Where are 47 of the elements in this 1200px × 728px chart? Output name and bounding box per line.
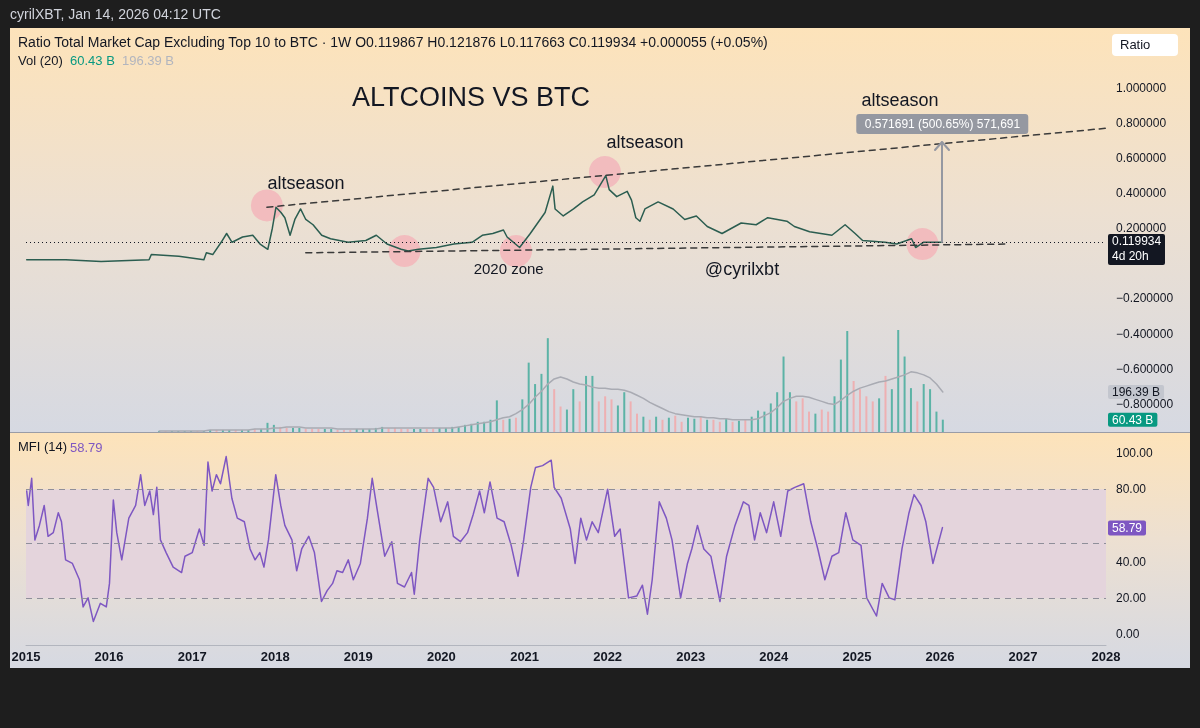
x-tick-label: 2025 — [842, 649, 872, 664]
y-tick-label: 196.39 B — [1112, 384, 1161, 399]
x-tick-label: 2024 — [759, 649, 789, 664]
y-tick-label: 40.00 — [1116, 554, 1147, 569]
y-tick-label: 0.400000 — [1116, 186, 1167, 201]
y-tick-label: 0.00 — [1116, 627, 1140, 642]
x-tick-label: 2015 — [11, 649, 41, 664]
x-tick-label: 2027 — [1008, 649, 1038, 664]
x-tick-label: 2022 — [593, 649, 623, 664]
y-tick-label: 80.00 — [1116, 482, 1147, 497]
x-tick-label: 2019 — [343, 649, 373, 664]
y-tick-label: −0.200000 — [1116, 291, 1174, 306]
text: 58.79 — [1108, 520, 1147, 536]
ref-line-label: 0.119934 4d 20h — [1108, 234, 1166, 266]
annotation: Vol (20) — [18, 53, 63, 68]
text: ALTCOINS VS BTC — [352, 81, 591, 112]
x-tick-label: 2017 — [177, 649, 207, 664]
annotation: 0.571691 (500.65%) 571,691 — [856, 114, 1029, 135]
x-tick-label: 2020 — [426, 649, 456, 664]
y-tick-label: 20.00 — [1116, 590, 1147, 605]
chart-subtitle: Ratio Total Market Cap Excluding Top 10 to BTC · 1W O0.119867 H0.121876 L0.117663 C0.119934 +0.000055 (+0.05%) — [18, 34, 768, 50]
x-tick-label: 2018 — [260, 649, 290, 664]
y-tick-label: 100.00 — [1116, 445, 1154, 460]
y-tick-label: −0.800000 — [1116, 396, 1174, 411]
y-tick-label: 60.43 B — [1112, 412, 1154, 427]
x-tick-label: 2026 — [925, 649, 955, 664]
annotation: altseason — [606, 132, 684, 154]
y-tick-label: −0.600000 — [1116, 361, 1174, 376]
y-tick-label: 0.200000 — [1116, 221, 1167, 236]
x-tick-label: 2016 — [94, 649, 124, 664]
y-tick-label: 0.800000 — [1116, 115, 1167, 130]
annotation: 58.79 — [70, 440, 103, 455]
text: MFI (14) — [18, 439, 68, 454]
y-tick-label: 1.000000 — [1116, 80, 1167, 95]
annotation: 196.39 B — [122, 53, 175, 68]
y-tick-label: −0.400000 — [1116, 326, 1174, 341]
annotation: @cyrilxbt — [704, 259, 780, 281]
annotation: altseason — [267, 173, 345, 195]
annotation: altseason — [861, 90, 939, 112]
button: Ratio — [1112, 34, 1178, 56]
text: cyrilXBT, Jan 14, 2026 04:12 UTC — [10, 6, 221, 22]
x-tick-label: 2023 — [676, 649, 706, 664]
x-tick-label: 2028 — [1091, 649, 1121, 664]
y-tick-label: 0.600000 — [1116, 151, 1167, 166]
annotation: 2020 zone — [473, 259, 544, 278]
x-tick-label: 2021 — [510, 649, 540, 664]
annotation: 60.43 B — [70, 53, 115, 68]
